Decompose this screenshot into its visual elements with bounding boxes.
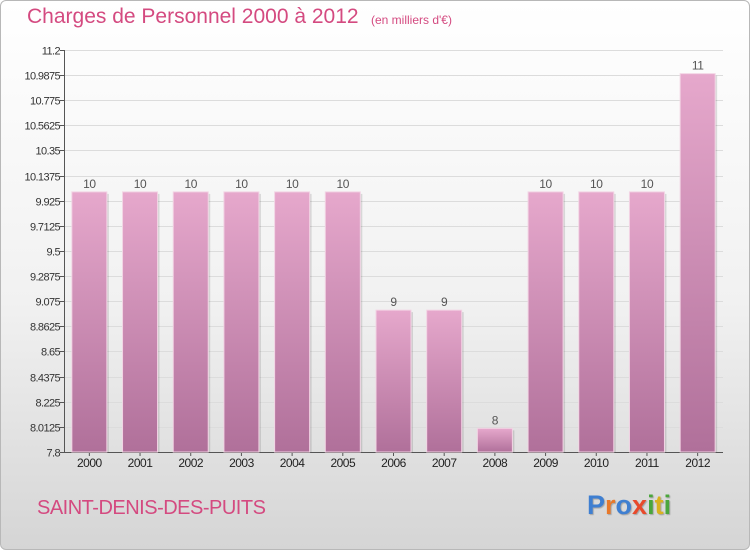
x-tick-label: 2001 [128, 456, 154, 470]
logo-letter: r [605, 490, 616, 520]
x-tick-label: 2002 [178, 456, 204, 470]
x-tick-label: 2003 [229, 456, 255, 470]
bar [375, 309, 412, 453]
logo-letter: P [587, 490, 606, 520]
bar [527, 191, 564, 453]
logo-letter: i [663, 490, 672, 520]
logo-letter: i [647, 490, 655, 520]
y-tick-label: 9.2875 [30, 272, 61, 284]
bar [223, 191, 260, 453]
data-label: 10 [539, 177, 552, 191]
data-label: 10 [286, 177, 299, 191]
y-tick-label: 9.925 [35, 197, 60, 209]
x-tick-label: 2006 [381, 456, 407, 470]
chart-title: Charges de Personnel 2000 à 2012 [27, 5, 359, 28]
x-tick-label: 2010 [584, 456, 610, 470]
bar [172, 191, 209, 453]
data-label: 10 [590, 177, 603, 191]
data-label: 10 [337, 177, 350, 191]
y-tick-label: 9.5 [47, 247, 61, 259]
y-tick-label: 11.2 [42, 46, 61, 58]
y-tick-label: 9.075 [35, 297, 60, 309]
y-tick-label: 10.9875 [24, 71, 60, 83]
y-tick-label: 8.0125 [30, 423, 61, 435]
x-tick-label: 2012 [685, 456, 711, 470]
logo-letter: x [632, 490, 648, 520]
bar [476, 427, 513, 453]
data-label: 9 [441, 295, 448, 309]
x-tick-label: 2008 [483, 456, 509, 470]
y-tick-label: 8.225 [35, 398, 60, 410]
y-tick-label: 10.775 [30, 96, 61, 108]
data-label: 10 [641, 177, 654, 191]
data-label: 10 [184, 177, 197, 191]
proxiti-logo[interactable]: Proxiti [587, 490, 671, 521]
y-tick-label: 7.8 [47, 448, 61, 460]
y-tick-label: 10.35 [35, 146, 60, 158]
logo-letter: t [654, 490, 664, 520]
x-tick-label: 2011 [635, 456, 660, 470]
bar [628, 191, 665, 453]
bar [679, 73, 716, 453]
chart-unit: (en milliers d'€) [371, 13, 452, 27]
labels: 7.8 8.0125 8.225 8.4375 8.65 8.8625 9.075 9.287… [24, 46, 711, 471]
y-tick-label: 8.65 [41, 347, 60, 359]
data-label: 10 [83, 177, 96, 191]
y-tick-label: 9.7125 [30, 222, 61, 234]
x-tick-label: 2004 [280, 456, 306, 470]
x-tick-label: 2007 [432, 456, 458, 470]
commune-name: SAINT-DENIS-DES-PUITS [37, 497, 266, 519]
bar [578, 191, 615, 453]
bar [122, 191, 159, 453]
y-tick-label: 10.5625 [24, 121, 60, 133]
x-tick-label: 2005 [330, 456, 356, 470]
bar [71, 191, 108, 453]
data-label: 8 [492, 413, 499, 427]
bars [71, 73, 718, 453]
bar [324, 191, 361, 453]
x-tick-label: 2009 [533, 456, 559, 470]
bar [274, 191, 311, 453]
bar [426, 309, 463, 453]
data-label: 9 [390, 295, 397, 309]
data-label: 10 [134, 177, 147, 191]
logo-letter: o [615, 490, 633, 520]
y-tick-label: 8.8625 [30, 322, 61, 334]
data-label: 10 [235, 177, 248, 191]
data-label: 11 [692, 59, 704, 73]
y-tick-label: 10.1375 [24, 172, 60, 184]
x-tick-label: 2000 [77, 456, 103, 470]
y-tick-label: 8.4375 [30, 373, 61, 385]
